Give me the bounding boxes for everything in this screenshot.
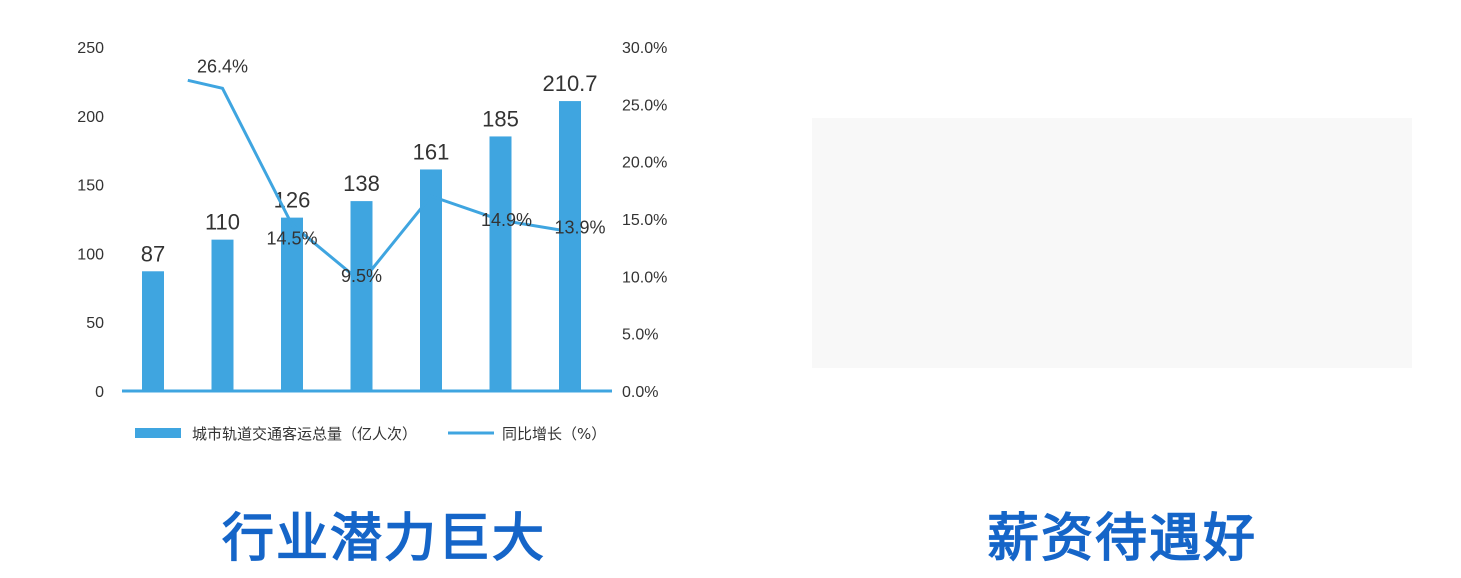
bar: [420, 169, 442, 391]
bar-value-label: 87: [141, 241, 165, 266]
line-value-label: 14.9%: [481, 210, 532, 230]
bar: [350, 201, 373, 391]
legend-bar-swatch: [135, 428, 181, 438]
bar: [281, 217, 303, 391]
industry-potential-title: 行业潜力巨大: [222, 509, 547, 569]
bar-value-label: 185: [482, 106, 519, 131]
y-axis-right-tick-label: 10.0%: [622, 269, 667, 286]
line-value-label: 9.5%: [341, 266, 382, 286]
y-axis-left-tick-label: 50: [86, 315, 104, 332]
y-axis-right-tick-label: 5.0%: [622, 327, 658, 344]
salary-title: 薪资待遇好: [987, 509, 1258, 569]
line-value-label: 26.4%: [197, 56, 248, 76]
y-axis-left-tick-label: 250: [77, 40, 104, 57]
bar-value-label: 138: [343, 171, 380, 196]
bar-value-label: 210.7: [542, 71, 597, 96]
donut-panel-background: [812, 118, 1412, 368]
y-axis-left-tick-label: 0: [95, 384, 104, 401]
y-axis-left-tick-label: 100: [77, 246, 104, 263]
legend-line-label: 同比增长（%）: [502, 425, 606, 443]
bar: [211, 239, 234, 391]
bar: [142, 271, 164, 391]
legend-bar-label: 城市轨道交通客运总量（亿人次）: [192, 425, 417, 443]
y-axis-right-tick-label: 25.0%: [622, 97, 667, 114]
bar-value-label: 110: [205, 210, 240, 235]
y-axis-left-tick-label: 200: [77, 109, 104, 126]
bar: [559, 101, 581, 392]
y-axis-right-tick-label: 0.0%: [622, 384, 658, 401]
bar: [489, 136, 512, 391]
bar-value-label: 161: [413, 139, 450, 164]
line-value-label: 13.9%: [554, 218, 605, 238]
line-value-label: 14.5%: [266, 229, 317, 249]
y-axis-right-tick-label: 30.0%: [622, 40, 667, 57]
y-axis-right-tick-label: 15.0%: [622, 212, 667, 229]
growth-line: [187, 78, 571, 285]
y-axis-left-tick-label: 150: [77, 178, 104, 195]
y-axis-right-tick-label: 20.0%: [622, 155, 667, 172]
